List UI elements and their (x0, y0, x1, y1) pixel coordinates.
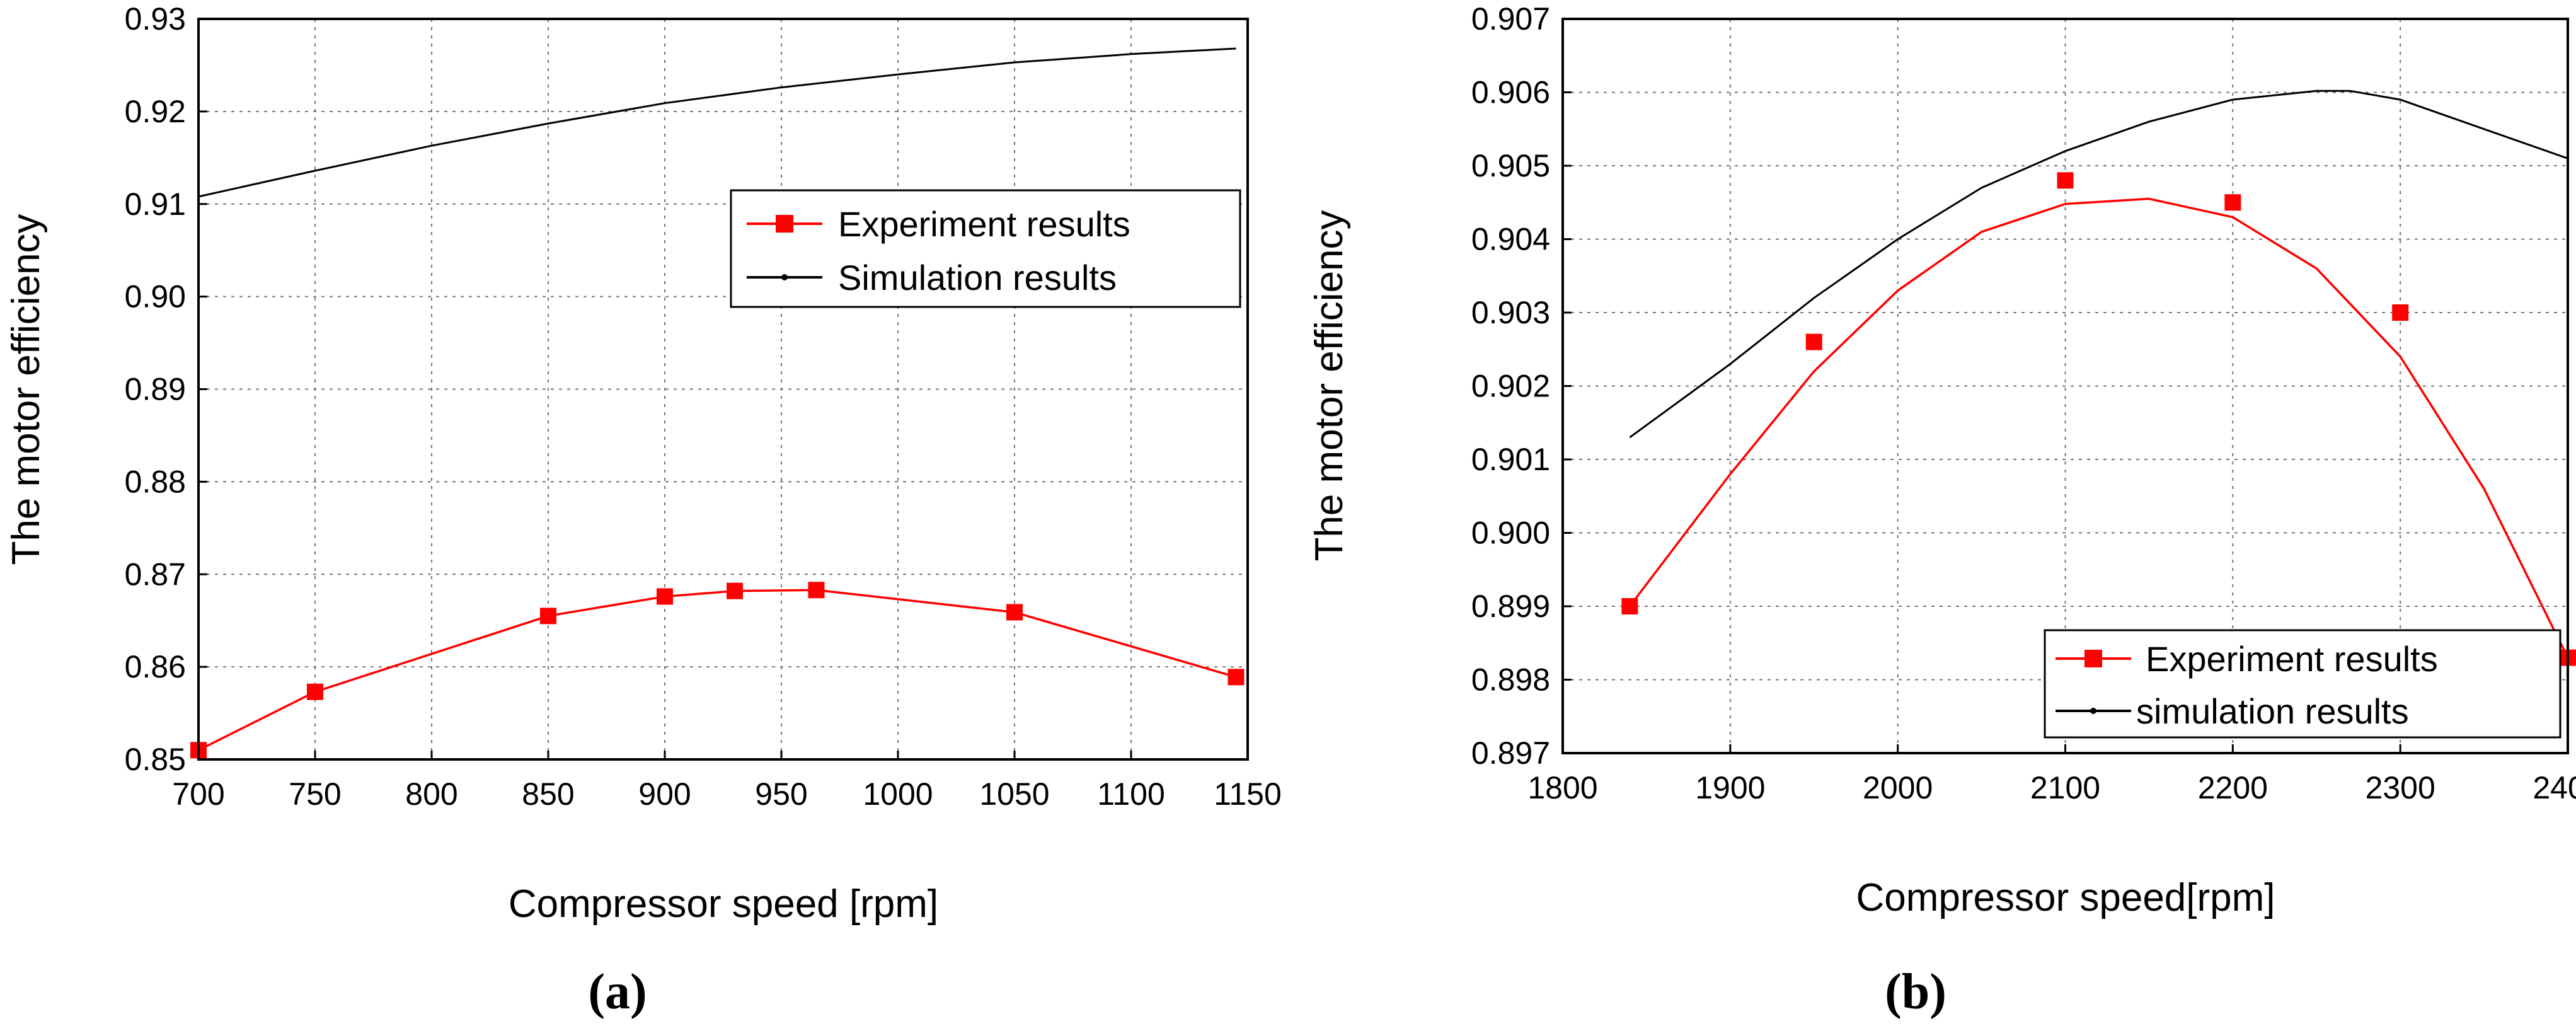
chart-a-y-tick-label: 0.93 (125, 1, 186, 37)
chart-a-panel-label: (a) (588, 964, 647, 1020)
chart-a-experiment-point (808, 582, 825, 599)
chart-a-legend-experiment-label: Experiment results (838, 204, 1130, 244)
chart-a-ticks: 700 750 800 850 900 950 1000 1050 1100 1150 0.85 0.… (125, 1, 1282, 812)
chart-b-y-tick-label: 0.905 (1471, 148, 1550, 183)
chart-a-x-tick-label: 1050 (979, 776, 1049, 812)
chart-b-x-tick-label: 2200 (2198, 770, 2268, 805)
chart-b: 1800 1900 2000 2100 2200 2300 2400 0.897 0.898 0.… (1308, 1, 2576, 1020)
chart-b-grid (1563, 19, 2568, 753)
chart-a-x-tick-label: 1100 (1097, 776, 1165, 812)
chart-a: 700 750 800 850 900 950 1000 1050 1100 1150 0.85 0.… (4, 1, 1282, 1020)
chart-b-y-tick-label: 0.904 (1471, 222, 1550, 257)
chart-b-x-tick-label: 2400 (2533, 770, 2576, 805)
chart-b-legend-experiment-label: Experiment results (2146, 639, 2438, 679)
chart-a-legend-simulation-label: Simulation results (838, 258, 1117, 297)
chart-a-y-axis-label: The motor efficiency (4, 214, 48, 565)
chart-a-y-tick-label: 0.91 (125, 187, 186, 222)
chart-a-experiment-line (198, 589, 1236, 751)
chart-b-y-tick-label: 0.897 (1471, 735, 1550, 771)
chart-b-legend-box (2044, 629, 2562, 739)
chart-b-y-tick-label: 0.903 (1471, 295, 1550, 330)
chart-b-panel-label: (b) (1885, 964, 1946, 1020)
chart-a-y-tick-label: 0.92 (125, 94, 186, 129)
chart-b-experiment-point (2224, 194, 2241, 211)
chart-b-experiment-line (1628, 197, 2569, 659)
chart-b-y-tick-label: 0.907 (1471, 1, 1550, 37)
chart-b-x-tick-label: 1800 (1527, 770, 1597, 805)
chart-b-x-tick-label: 2000 (1863, 770, 1933, 805)
chart-a-series (190, 47, 1245, 759)
chart-a-y-tick-label: 0.85 (125, 742, 186, 777)
chart-b-y-axis-label: The motor efficiency (1308, 210, 1351, 561)
chart-a-experiment-point (540, 608, 556, 625)
chart-b-legend: Experiment results simulation results (2044, 629, 2562, 739)
chart-a-x-tick-label: 850 (522, 776, 574, 812)
chart-a-y-tick-label: 0.89 (125, 372, 186, 407)
chart-b-experiment-point (2392, 304, 2409, 321)
chart-b-x-tick-label: 2100 (2030, 770, 2100, 805)
chart-a-legend-simulation-marker (781, 274, 788, 280)
chart-a-legend-experiment-marker (776, 215, 793, 233)
chart-b-experiment-point (1621, 598, 1638, 614)
chart-a-x-tick-label: 700 (172, 776, 224, 812)
chart-b-experiment-point (1805, 333, 1822, 350)
chart-a-experiment-point (1006, 604, 1023, 621)
chart-a-y-tick-label: 0.87 (125, 556, 186, 592)
chart-b-y-tick-label: 0.898 (1471, 662, 1550, 698)
chart-b-x-axis-label: Compressor speed[rpm] (1856, 876, 2275, 919)
chart-b-experiment-point (2057, 172, 2074, 189)
chart-a-grid (198, 19, 1248, 759)
chart-a-legend-box (730, 189, 1241, 308)
chart-a-x-tick-label: 1000 (863, 776, 933, 812)
chart-b-x-tick-label: 2300 (2366, 770, 2435, 805)
chart-b-x-tick-label: 1900 (1695, 770, 1765, 805)
chart-a-experiment-point (1228, 669, 1245, 686)
chart-a-experiment-point (657, 588, 673, 605)
chart-a-x-tick-label: 800 (405, 776, 457, 812)
chart-b-ticks: 1800 1900 2000 2100 2200 2300 2400 0.897 0.898 0.… (1471, 1, 2576, 805)
chart-a-y-tick-label: 0.86 (125, 649, 186, 684)
chart-a-legend: Experiment results Simulation results (730, 189, 1241, 308)
chart-b-legend-simulation-label: simulation results (2136, 691, 2409, 731)
chart-a-y-tick-label: 0.88 (125, 464, 186, 499)
chart-b-y-tick-label: 0.902 (1471, 369, 1550, 404)
chart-a-experiment-point (307, 683, 323, 700)
chart-b-y-tick-label: 0.906 (1471, 75, 1550, 110)
chart-a-x-tick-label: 950 (755, 776, 807, 812)
chart-b-y-tick-label: 0.901 (1471, 442, 1550, 477)
chart-a-y-tick-label: 0.90 (125, 279, 186, 314)
chart-b-simulation-line (1629, 89, 2568, 439)
chart-a-experiment-point (727, 582, 743, 599)
chart-a-x-axis-label: Compressor speed [rpm] (509, 882, 938, 926)
chart-a-simulation-line (198, 47, 1236, 198)
chart-a-x-tick-label: 1150 (1214, 776, 1282, 812)
chart-b-y-tick-label: 0.900 (1471, 516, 1550, 551)
chart-a-x-tick-label: 750 (289, 776, 341, 812)
chart-a-x-tick-label: 900 (638, 776, 691, 812)
chart-b-legend-experiment-marker (2084, 650, 2102, 667)
chart-b-y-tick-label: 0.899 (1471, 589, 1550, 624)
chart-b-legend-simulation-marker (2090, 708, 2096, 714)
chart-b-series (1621, 89, 2576, 666)
